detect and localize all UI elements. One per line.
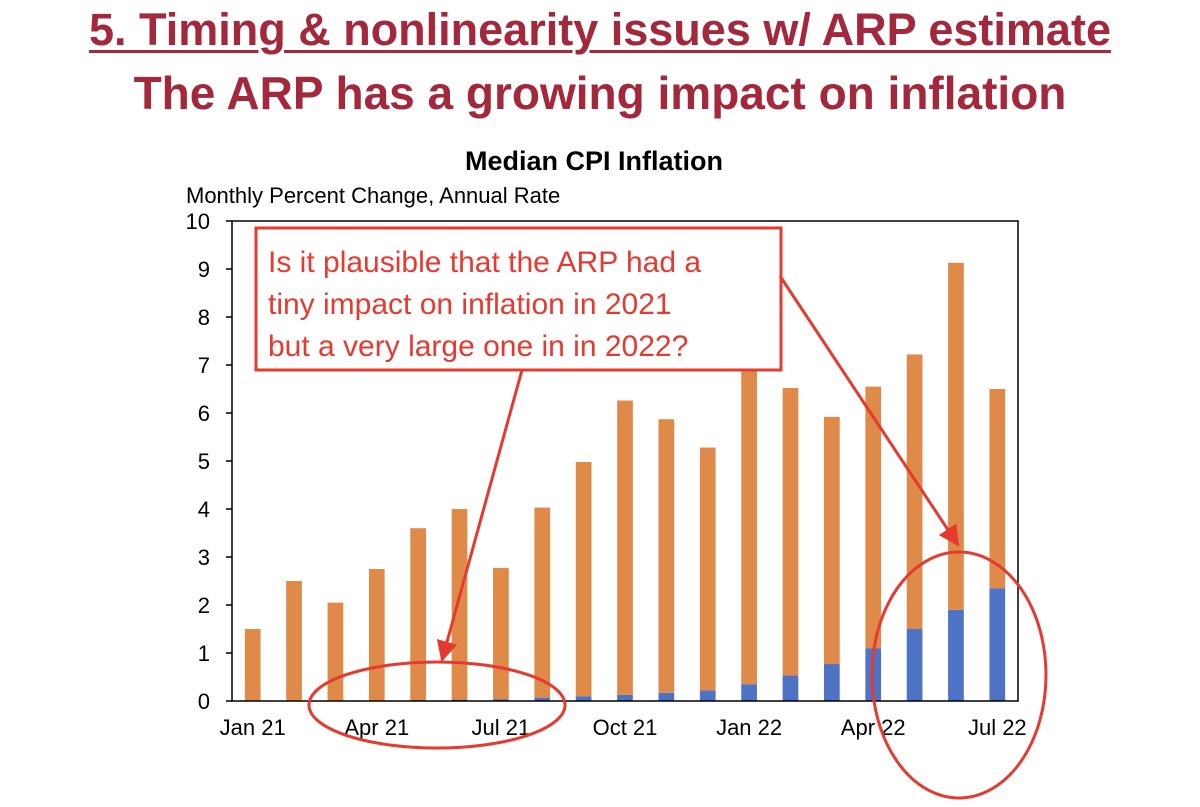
y-tick-label: 3	[198, 545, 210, 570]
bar-arp-jul-22	[989, 588, 1006, 701]
y-tick-label: 8	[198, 305, 210, 330]
bar-base-jun-21	[451, 509, 468, 700]
y-tick-label: 6	[198, 401, 210, 426]
annotation-arrow-2022	[778, 275, 960, 547]
y-tick-label: 2	[198, 593, 210, 618]
y-tick-label: 1	[198, 641, 210, 666]
annotation-text-line: tiny impact on inflation in 2021	[268, 288, 672, 321]
bar-arp-aug-21	[534, 697, 551, 701]
y-tick-label: 7	[198, 353, 210, 378]
y-axis-label: Monthly Percent Change, Annual Rate	[186, 183, 560, 208]
bar-arp-oct-21	[617, 694, 633, 701]
chart-title: Median CPI Inflation	[465, 146, 723, 176]
bar-base-dec-21	[699, 447, 716, 691]
bar-base-apr-22	[865, 386, 882, 649]
bar-base-mar-21	[327, 602, 344, 701]
bar-base-jul-22	[989, 389, 1006, 589]
bar-base-nov-21	[658, 419, 675, 693]
x-tick-label: Jul 22	[968, 715, 1027, 740]
y-tick-label: 5	[198, 449, 210, 474]
bar-base-jun-22	[948, 262, 964, 610]
bar-arp-jan-22	[741, 684, 757, 701]
x-tick-label: Jan 21	[220, 715, 286, 740]
bar-base-feb-22	[782, 388, 799, 676]
x-tick-label: Apr 21	[344, 715, 409, 740]
bar-arp-jul-21	[493, 699, 509, 701]
bar-arp-jun-22	[948, 609, 964, 701]
annotation-arrow-2021	[436, 369, 524, 663]
bar-arp-sep-21	[575, 696, 592, 701]
annotation-text-line: but a very large one in in 2022?	[268, 330, 688, 363]
y-tick-label: 4	[198, 497, 210, 522]
bar-base-may-22	[906, 354, 923, 629]
slide-title: 5. Timing & nonlinearity issues w/ ARP e…	[89, 4, 1111, 55]
x-tick-label: Oct 21	[593, 715, 658, 740]
bar-arp-nov-21	[658, 692, 675, 701]
bar-arp-dec-21	[699, 690, 716, 701]
bar-base-oct-21	[617, 400, 633, 695]
y-tick-label: 0	[198, 689, 210, 714]
bar-arp-may-22	[906, 629, 923, 701]
bar-base-sep-21	[575, 461, 592, 697]
bar-base-jan-22	[741, 357, 757, 685]
y-tick-label: 9	[198, 257, 210, 282]
x-tick-label: Jul 21	[472, 715, 531, 740]
x-tick-label: Apr 22	[841, 715, 906, 740]
bar-arp-mar-22	[823, 664, 840, 701]
annotation-callout-box	[254, 226, 783, 372]
slide-subtitle: The ARP has a growing impact on inflatio…	[133, 67, 1067, 119]
bar-base-jul-21	[493, 568, 509, 700]
y-tick-label: 10	[186, 209, 210, 234]
bar-base-mar-22	[823, 416, 840, 665]
bar-base-apr-21	[368, 569, 385, 701]
bar-base-may-21	[410, 528, 427, 701]
x-tick-label: Jan 22	[716, 715, 782, 740]
annotation-circle-2021	[307, 660, 567, 750]
annotation-circle-2022	[870, 550, 1048, 800]
bar-base-feb-21	[286, 581, 302, 701]
bar-base-aug-21	[534, 507, 551, 698]
bar-arp-feb-22	[782, 675, 799, 701]
bar-base-jan-21	[244, 629, 261, 701]
annotation-text-line: Is it plausible that the ARP had a	[268, 246, 701, 279]
